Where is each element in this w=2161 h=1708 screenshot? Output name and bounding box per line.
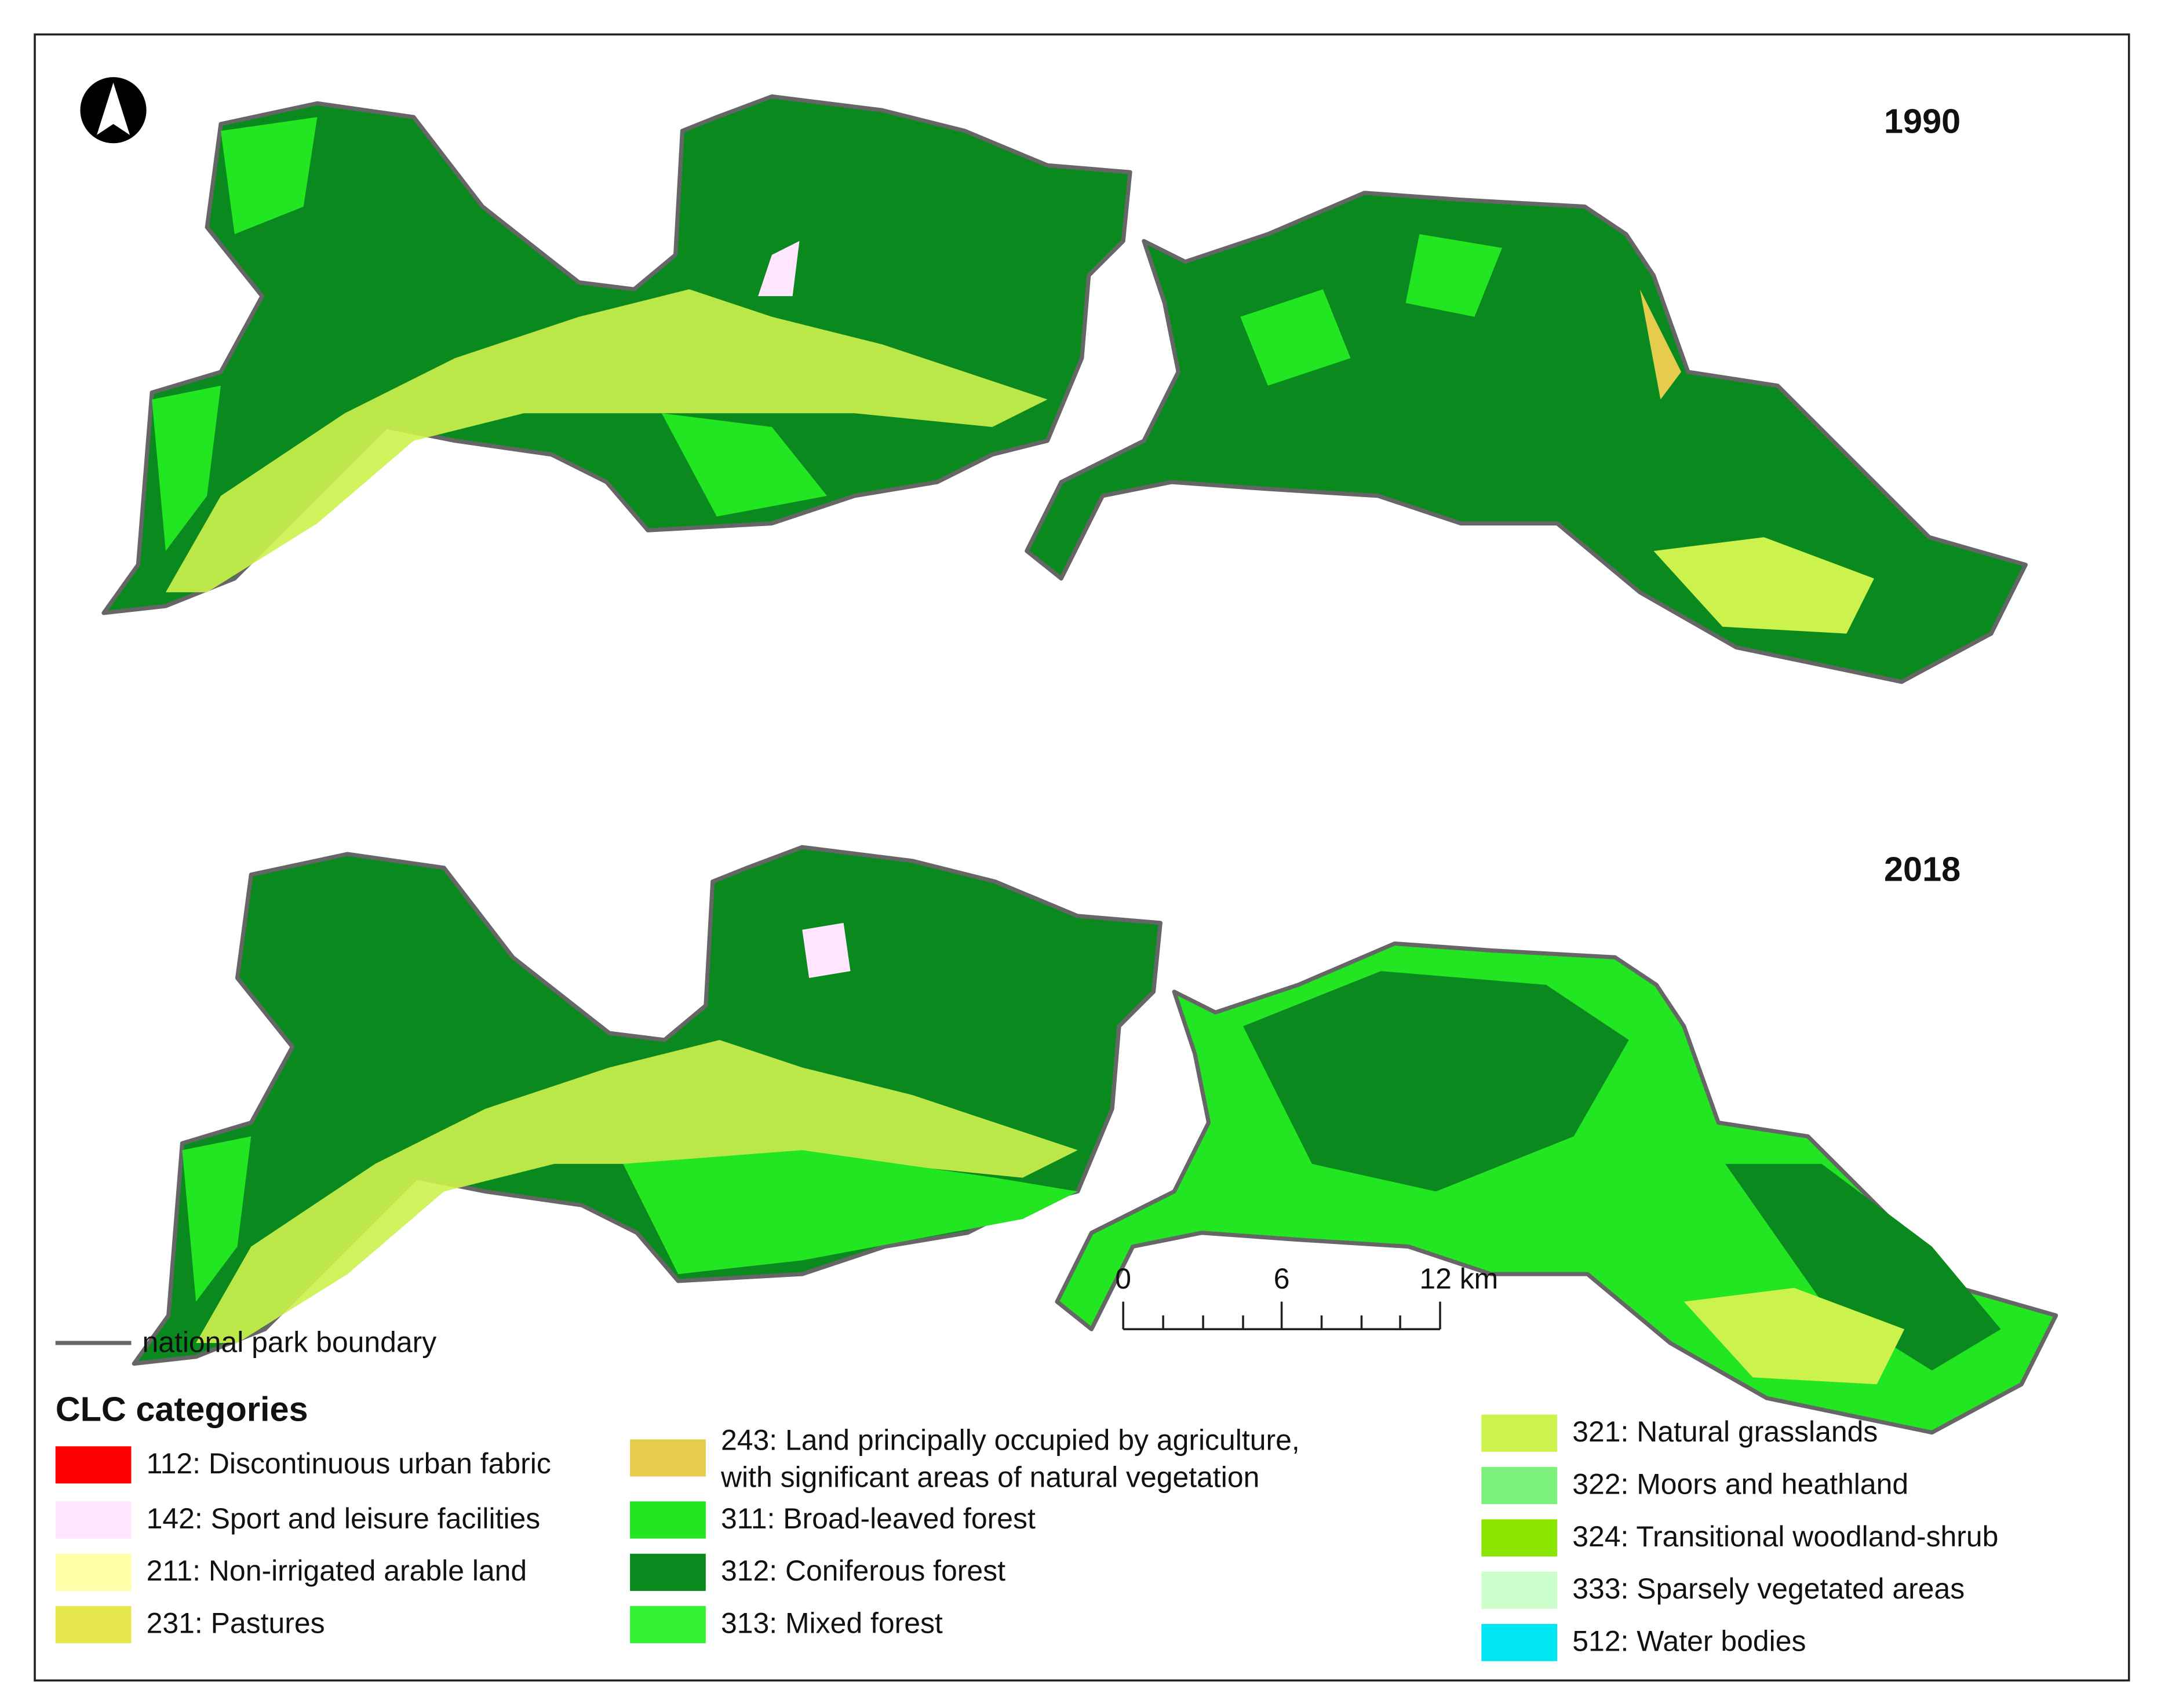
legend-swatch [1481,1414,1558,1452]
legend-swatch [630,1606,706,1644]
legend-label: 312: Coniferous forest [721,1554,1005,1587]
legend-label: 231: Pastures [147,1607,325,1640]
legend-label: 142: Sport and leisure facilities [147,1502,541,1535]
legend-label: 112: Discontinuous urban fabric [147,1447,551,1480]
legend-swatch [630,1553,706,1591]
map-2018 [134,847,2056,1432]
legend-label: 512: Water bodies [1572,1625,1806,1657]
boundary-label: national park boundary [142,1326,436,1359]
legend-swatch [630,1501,706,1539]
year-label: 2018 [1884,850,1960,889]
legend-label: 311: Broad-leaved forest [721,1502,1036,1535]
legend-swatch [55,1606,132,1644]
legend-swatch [55,1501,132,1539]
scale-label: 6 [1274,1262,1290,1295]
year-label: 1990 [1884,102,1960,141]
legend: 112: Discontinuous urban fabric 142: Spor… [55,1414,1998,1662]
scale-label: 0 [1115,1262,1131,1295]
legend-swatch [1481,1623,1558,1662]
legend-label: with significant areas of natural vegeta… [720,1461,1259,1494]
legend-swatch [630,1439,706,1477]
legend-title: CLC categories [56,1390,308,1429]
legend-label: 324: Transitional woodland-shrub [1572,1520,1998,1553]
scale-bar: 0 6 12 km [1115,1262,1498,1330]
legend-label: 313: Mixed forest [721,1607,943,1640]
legend-label: 322: Moors and heathland [1572,1468,1908,1500]
legend-swatch [55,1553,132,1591]
north-arrow [80,77,147,144]
legend-swatch [1481,1571,1558,1609]
map-1990 [104,96,2026,681]
legend-label: 211: Non-irrigated arable land [147,1554,527,1587]
legend-label: 321: Natural grasslands [1572,1415,1878,1448]
legend-swatch [1481,1466,1558,1505]
legend-swatch [1481,1519,1558,1557]
legend-label: 333: Sparsely vegetated areas [1572,1572,1965,1605]
legend-swatch [55,1446,132,1484]
legend-label: 243: Land principally occupied by agricu… [721,1424,1300,1456]
frame [34,33,2130,1682]
scale-label: 12 km [1419,1262,1498,1295]
